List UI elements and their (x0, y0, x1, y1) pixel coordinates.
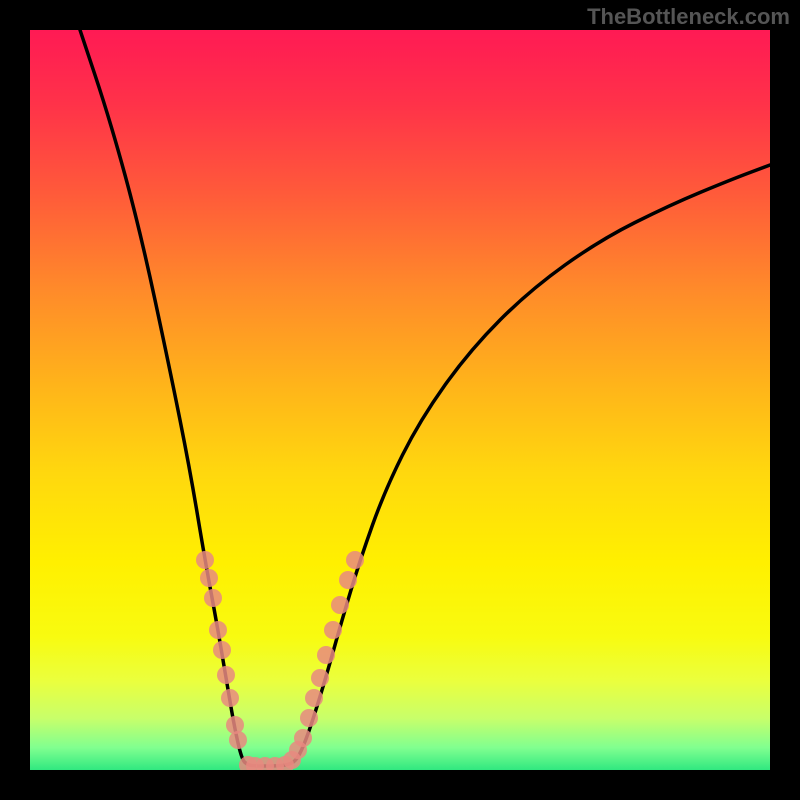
data-marker (213, 641, 231, 659)
data-marker (209, 621, 227, 639)
data-marker (217, 666, 235, 684)
data-marker (229, 731, 247, 749)
data-marker (339, 571, 357, 589)
data-marker (204, 589, 222, 607)
data-marker (300, 709, 318, 727)
data-marker (305, 689, 323, 707)
data-marker (317, 646, 335, 664)
data-marker (200, 569, 218, 587)
watermark-text: TheBottleneck.com (587, 4, 790, 30)
data-marker (226, 716, 244, 734)
data-marker (324, 621, 342, 639)
data-marker (221, 689, 239, 707)
data-marker (346, 551, 364, 569)
data-marker (294, 729, 312, 747)
marker-group (196, 551, 364, 770)
data-marker (311, 669, 329, 687)
data-marker (196, 551, 214, 569)
plot-area (30, 30, 770, 770)
chart-svg (30, 30, 770, 770)
bottleneck-curve (80, 30, 770, 766)
data-marker (331, 596, 349, 614)
